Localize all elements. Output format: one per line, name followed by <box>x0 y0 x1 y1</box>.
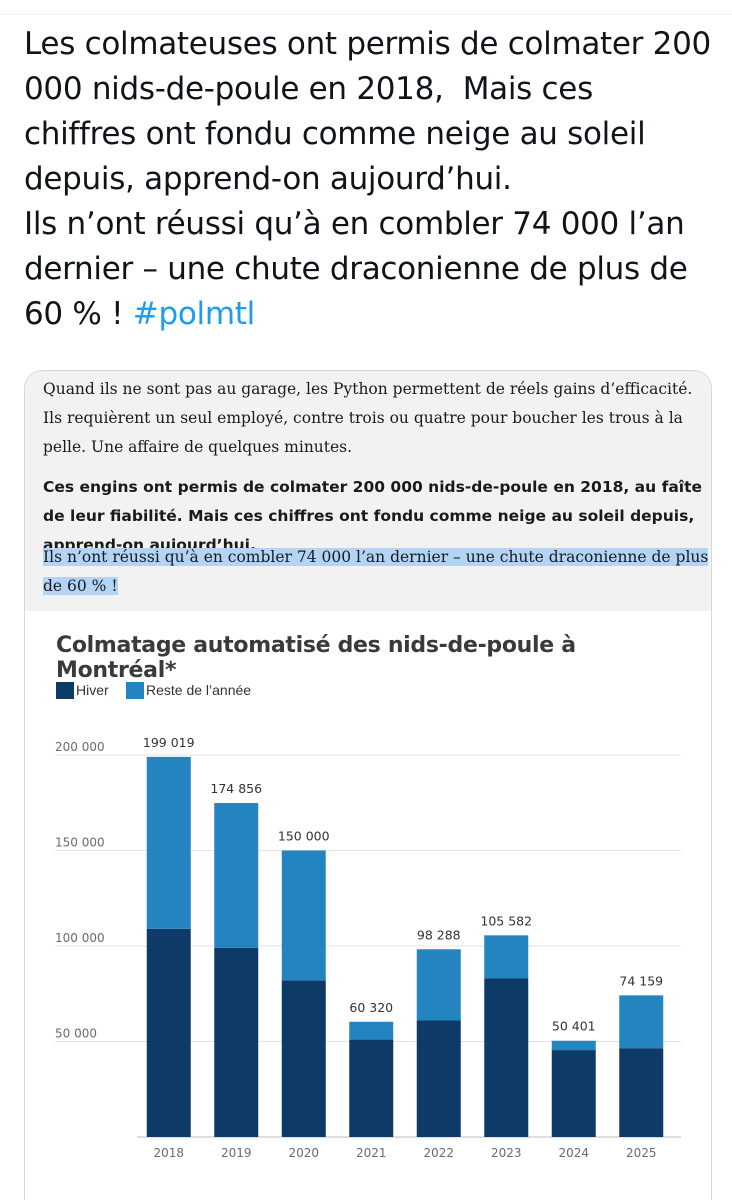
x-tick-label: 2025 <box>626 1146 657 1160</box>
y-tick-label: 50 000 <box>55 1027 97 1041</box>
bar-total-label: 105 582 <box>480 913 532 928</box>
highlighted-text: Ils n’ont réussi qu’à en combler 74 000 … <box>43 548 709 595</box>
legend-swatch-reste <box>126 682 144 699</box>
bar-reste <box>349 1021 394 1040</box>
x-tick-label: 2023 <box>491 1146 522 1160</box>
chart-panel: Colmatage automatisé des nids-de-poule à… <box>37 613 691 1200</box>
bar-hiver <box>281 980 326 1137</box>
x-tick-label: 2020 <box>288 1146 319 1160</box>
legend-label-hiver: Hiver <box>76 682 109 698</box>
bar-hiver <box>416 1020 461 1137</box>
x-tick-label: 2018 <box>153 1146 184 1160</box>
bar-hiver <box>146 928 191 1137</box>
hashtag-link[interactable]: #polmtl <box>132 296 255 332</box>
article-excerpt: Quand ils ne sont pas au garage, les Pyt… <box>25 371 711 611</box>
bar-hiver <box>551 1050 596 1137</box>
bar-hiver <box>214 947 259 1137</box>
bar-reste <box>619 995 664 1049</box>
bar-total-label: 199 019 <box>143 735 195 750</box>
bar-hiver <box>349 1039 394 1137</box>
bar-hiver <box>619 1048 664 1137</box>
x-tick-label: 2019 <box>221 1146 252 1160</box>
legend-label-reste: Reste de l’année <box>146 682 252 698</box>
bar-total-label: 150 000 <box>278 829 330 844</box>
top-divider <box>0 14 732 15</box>
bar-reste <box>551 1040 596 1051</box>
bar-total-label: 60 320 <box>349 1000 393 1015</box>
y-tick-label: 200 000 <box>55 740 105 754</box>
bar-total-label: 50 401 <box>552 1019 596 1034</box>
x-tick-label: 2024 <box>558 1146 589 1160</box>
chart-title: Colmatage automatisé des nids-de-poule à… <box>56 633 576 683</box>
y-tick-label: 150 000 <box>55 836 105 850</box>
tweet-text: Les colmateuses ont permis de colmater 2… <box>24 22 714 337</box>
bar-total-label: 174 856 <box>210 781 262 796</box>
legend-swatch-hiver <box>56 682 74 699</box>
article-paragraph-1: Quand ils ne sont pas au garage, les Pyt… <box>43 380 693 456</box>
bar-hiver <box>484 978 529 1137</box>
bar-reste <box>214 803 259 948</box>
bar-reste <box>281 850 326 981</box>
bar-total-label: 74 159 <box>619 973 663 988</box>
article-paragraph-3: Ils n’ont réussi qu’à en combler 74 000 … <box>43 543 711 601</box>
tweet-body: Les colmateuses ont permis de colmater 2… <box>24 26 711 332</box>
bar-total-label: 98 288 <box>417 927 461 942</box>
bar-reste <box>416 949 461 1021</box>
bar-chart: 50 000 100 000 150 000 200 000 199 019 2018 17… <box>55 735 681 1160</box>
x-tick-label: 2021 <box>356 1146 387 1160</box>
bar-reste <box>484 935 529 979</box>
x-tick-label: 2022 <box>423 1146 454 1160</box>
y-tick-label: 100 000 <box>55 931 105 945</box>
media-attachment[interactable]: Quand ils ne sont pas au garage, les Pyt… <box>24 370 712 1200</box>
bar-reste <box>146 756 191 929</box>
